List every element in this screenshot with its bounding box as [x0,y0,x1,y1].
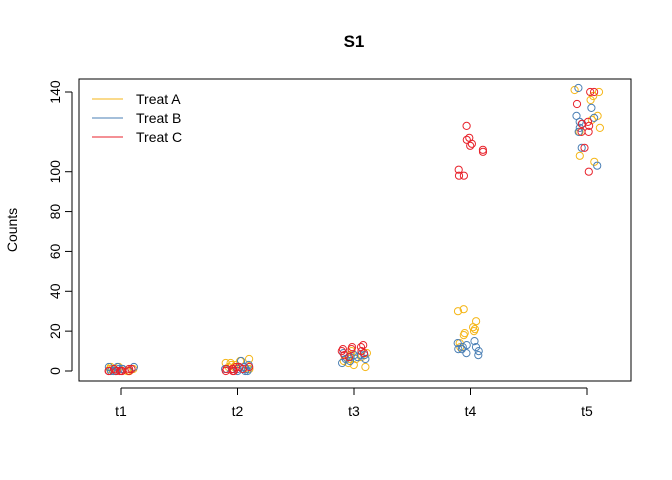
legend-label: Treat B [136,110,181,126]
data-point [462,135,471,144]
data-point [586,87,595,97]
data-point [359,341,368,350]
x-tick-label: t1 [115,403,127,419]
data-point [361,362,370,372]
data-point [459,171,468,180]
data-point [585,121,594,131]
series-2 [104,83,602,376]
legend: Treat A Treat B Treat C [92,91,182,145]
data-point [474,347,483,356]
data-point [344,353,353,362]
data-point [453,307,463,316]
plot-frame [78,78,632,382]
data-point [129,362,138,372]
data-point [575,151,584,160]
data-point [245,354,254,364]
data-point [584,127,593,136]
data-point [466,141,475,150]
data-point [594,87,604,97]
y-tick-label: 0 [47,367,63,375]
data-point [459,305,468,314]
data-point [462,341,471,350]
legend-label: Treat C [136,129,182,145]
data-point [570,85,579,95]
data-point [454,165,463,174]
data-point [233,366,242,376]
x-tick-label: t3 [348,403,360,419]
data-point [117,366,126,376]
data-point [356,343,366,352]
data-point [584,167,593,176]
data-point [595,123,605,133]
data-point [575,117,584,127]
legend-item: Treat C [92,129,182,145]
y-tick-label: 40 [47,283,63,299]
x-tick-label: t5 [581,403,593,419]
data-point [474,351,483,360]
data-point [590,87,599,97]
data-point [344,358,353,368]
data-point [340,351,349,360]
data-point [577,143,586,152]
data-point [590,113,599,123]
data-point [593,161,602,170]
data-point [574,83,583,93]
y-tick-label: 100 [47,160,63,184]
y-axis: 0 20 40 60 80 100 140 [47,80,73,375]
legend-item: Treat B [92,110,181,126]
legend-item: Treat A [92,91,181,107]
y-tick-label: 60 [47,243,63,259]
data-point [345,356,355,366]
data-point [337,347,346,356]
data-point [338,345,347,354]
data-point [112,366,121,376]
series-3 [104,87,599,376]
data-point [125,366,134,376]
x-tick-label: t2 [232,403,244,419]
data-point [454,171,464,180]
data-point [357,347,366,356]
data-point [469,327,479,336]
data-point [339,356,348,366]
data-point [459,331,468,340]
data-point [572,99,582,109]
data-point [109,364,119,374]
data-point [470,337,479,346]
data-point [235,362,244,372]
data-point [478,147,488,156]
data-point [453,339,462,348]
data-point [229,364,238,374]
data-point [221,358,230,368]
data-point [462,121,471,131]
x-axis: t1 t2 t3 t4 t5 [115,387,593,419]
data-point [574,127,583,136]
y-tick-label: 140 [47,80,63,104]
data-point [104,366,113,376]
data-point [462,349,471,358]
data-points [104,83,605,376]
data-point [575,123,584,133]
data-point [587,103,596,113]
data-point [469,323,478,332]
chart-title: S1 [344,32,365,51]
y-tick-label: 20 [47,323,63,339]
data-point [583,117,593,127]
data-point [243,366,252,376]
data-point [577,119,586,129]
x-tick-label: t4 [465,403,477,419]
data-point [580,143,589,152]
data-point [454,345,463,354]
y-axis-label: Counts [4,208,20,252]
data-point [127,364,136,374]
data-point [586,95,595,105]
legend-label: Treat A [136,91,181,107]
data-point [467,139,476,148]
y-tick-label: 80 [47,204,63,220]
data-point [347,345,356,354]
